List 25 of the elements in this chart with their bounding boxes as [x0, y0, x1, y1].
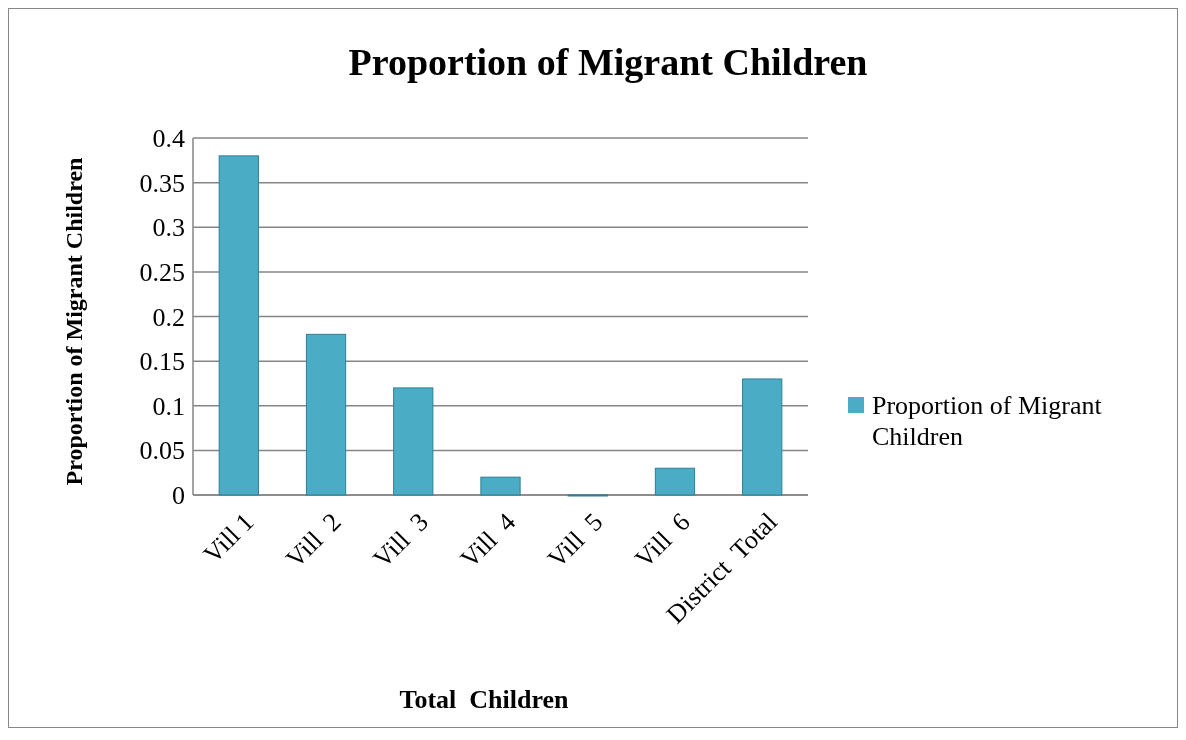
y-tick-label: 0.25	[139, 257, 185, 287]
x-tick-label: Vill 4	[454, 507, 522, 574]
y-tick-label: 0.2	[152, 302, 185, 332]
bar	[305, 333, 347, 496]
y-tick-label: 0.35	[139, 168, 185, 198]
bar	[218, 155, 259, 496]
y-tick-label: 0.1	[152, 391, 185, 421]
y-tick-label: 0.15	[139, 347, 185, 377]
y-axis-title: Proportion of Migrant Children	[61, 157, 87, 486]
x-tick-label: Vill 6	[629, 507, 696, 574]
x-axis-title: Total Children	[399, 685, 570, 714]
chart-title: Proportion of Migrant Children	[348, 41, 868, 83]
bar	[654, 467, 696, 496]
bar	[480, 476, 521, 496]
y-tick-label: 0.3	[152, 213, 185, 243]
y-tick-label: 0.05	[139, 436, 185, 466]
bar	[742, 378, 783, 496]
legend-label: Proportion of Migrant Children	[872, 391, 1103, 452]
y-tick-label: 0	[172, 481, 185, 511]
x-tick-label: Vill 2	[280, 507, 347, 574]
x-tick-label: Vill 3	[367, 507, 434, 574]
bar	[393, 387, 434, 496]
y-tick-label: 0.4	[152, 124, 185, 154]
x-tick-label: Vill 1	[197, 507, 260, 569]
x-tick-label: Vill 5	[542, 507, 609, 574]
